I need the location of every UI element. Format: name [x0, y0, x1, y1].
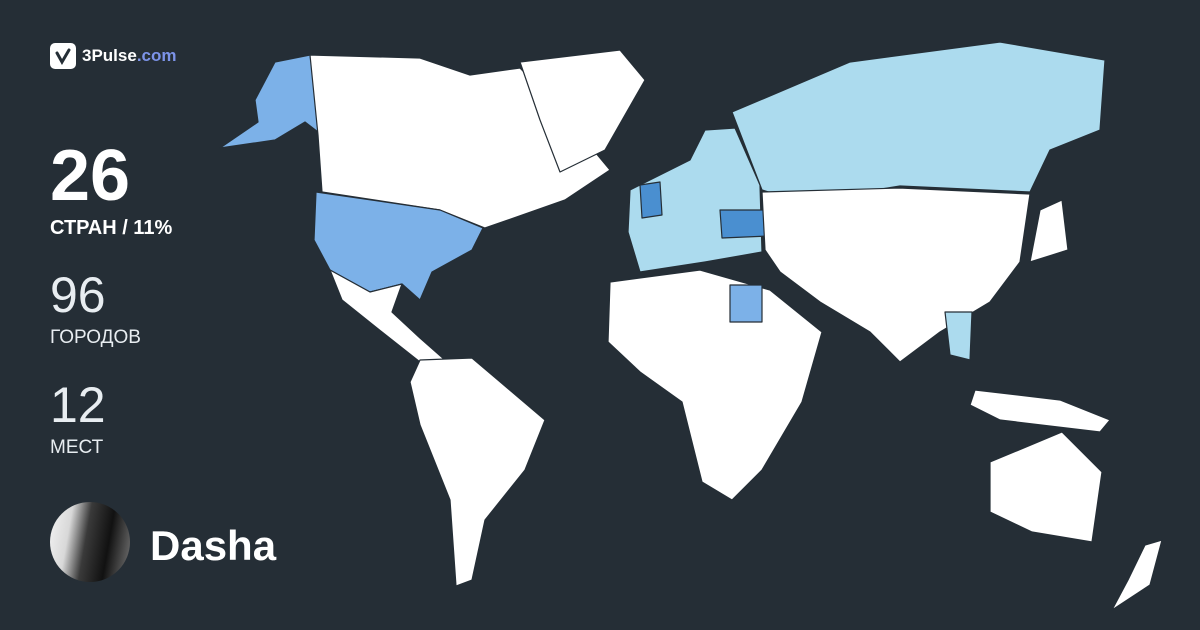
brand-logo[interactable]: 3Pulse.com — [50, 43, 177, 69]
country-alaska[interactable] — [219, 54, 323, 149]
avatar[interactable] — [50, 502, 130, 582]
brand-name: 3Pulse.com — [82, 46, 177, 65]
places-count: 12 — [50, 377, 106, 433]
region-asia[interactable] — [761, 187, 1031, 363]
cities-count: 96 — [50, 267, 106, 323]
cities-label: ГОРОДОВ — [50, 327, 141, 348]
country-greenland[interactable] — [519, 49, 646, 173]
continent-australia[interactable] — [989, 431, 1103, 543]
countries-count: 26 — [50, 136, 131, 216]
country-thailand[interactable] — [944, 311, 973, 361]
countries-label: СТРАН / 11% — [50, 217, 173, 239]
country-japan[interactable] — [1029, 199, 1069, 263]
pulse-logo-icon — [50, 43, 76, 69]
country-egypt[interactable] — [729, 284, 763, 323]
country-mexico-central-america[interactable] — [329, 269, 446, 363]
country-russia[interactable] — [731, 41, 1106, 203]
country-uk[interactable] — [639, 181, 663, 219]
country-new-zealand[interactable] — [1111, 539, 1163, 611]
region-indonesia[interactable] — [969, 389, 1111, 433]
places-label: МЕСТ — [50, 437, 104, 458]
continent-africa[interactable] — [607, 269, 823, 501]
user-name: Dasha — [150, 522, 277, 569]
country-usa[interactable] — [313, 191, 484, 301]
continent-south-america[interactable] — [409, 357, 546, 587]
country-ukraine[interactable] — [719, 209, 769, 239]
